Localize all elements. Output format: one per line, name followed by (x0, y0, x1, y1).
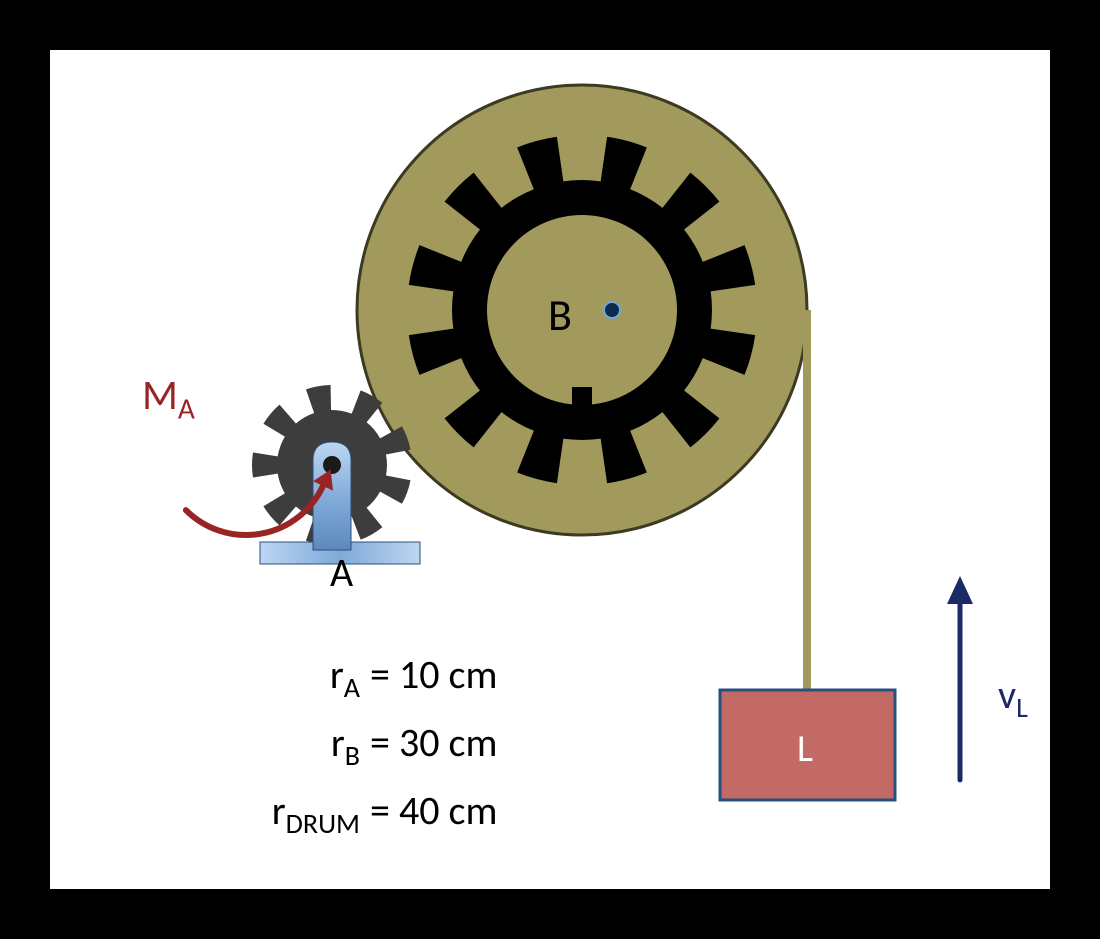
diagram-canvas: MA A B L vL rA = 10 cm rB = 30 cm rDRUM … (50, 50, 1050, 889)
gear-b-keyway (572, 387, 592, 407)
equation-rB-rhs: = 30 cm (370, 718, 497, 767)
equation-rDrum-rhs: = 40 cm (370, 786, 497, 835)
equation-rA: rA (50, 650, 360, 705)
label-B: B (548, 288, 572, 342)
label-MA: MA (142, 370, 195, 426)
label-L: L (797, 726, 813, 772)
equation-rB: rB (50, 718, 360, 773)
gear-b-hub (487, 215, 677, 405)
gear-a-pin (323, 456, 341, 474)
equation-rDrum: rDRUM (50, 786, 360, 841)
label-A: A (330, 548, 353, 597)
label-VL: vL (998, 670, 1028, 725)
velocity-arrow-head (947, 576, 973, 604)
gear-b-pin (604, 302, 620, 318)
equation-rA-rhs: = 10 cm (370, 650, 497, 699)
